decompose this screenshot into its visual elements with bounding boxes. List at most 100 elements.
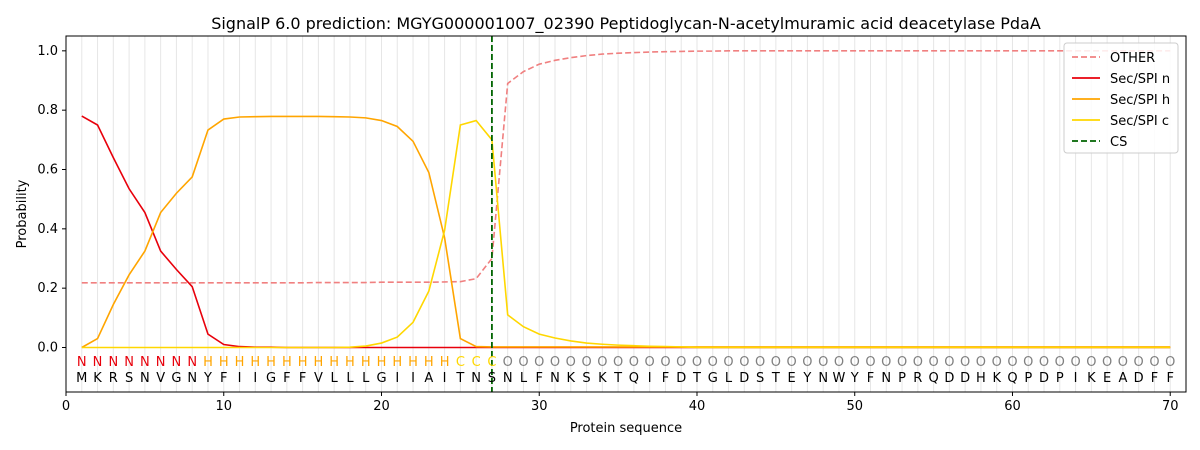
region-label: C — [487, 355, 496, 370]
region-label: H — [440, 355, 450, 370]
residue-label: F — [1166, 371, 1173, 386]
residue-label: N — [818, 371, 828, 386]
region-label: O — [976, 355, 986, 370]
residue-label: Y — [850, 371, 859, 386]
region-label: H — [266, 355, 276, 370]
region-label: O — [802, 355, 812, 370]
legend-label: Sec/SPI h — [1110, 93, 1170, 108]
region-label: O — [960, 355, 970, 370]
region-label: O — [1134, 355, 1144, 370]
y-tick-label: 1.0 — [37, 44, 58, 59]
region-label: O — [566, 355, 576, 370]
region-label: O — [1070, 355, 1080, 370]
residue-label: N — [187, 371, 197, 386]
residue-label: G — [708, 371, 718, 386]
residue-label: S — [582, 371, 590, 386]
residue-label: D — [676, 371, 686, 386]
region-label: O — [771, 355, 781, 370]
region-label: O — [597, 355, 607, 370]
residue-label: Q — [928, 371, 938, 386]
residue-label: N — [140, 371, 150, 386]
residue-label: N — [471, 371, 481, 386]
region-label: O — [550, 355, 560, 370]
region-label: N — [187, 355, 197, 370]
region-label: C — [456, 355, 465, 370]
y-tick-label: 0.0 — [37, 341, 58, 356]
region-label: O — [660, 355, 670, 370]
residue-label: A — [424, 371, 433, 386]
x-tick-label: 60 — [1004, 399, 1021, 414]
axes: 0 10 20 30 40 50 60 70 0.0 0.2 0.4 0.6 0.8 1.0 — [37, 44, 1178, 414]
residue-label: M — [76, 371, 87, 386]
residue-label: F — [299, 371, 306, 386]
legend-label: CS — [1110, 135, 1127, 150]
x-tick-label: 30 — [531, 399, 548, 414]
residue-label: F — [1151, 371, 1158, 386]
series-line-sec-spi-c — [81, 119, 1171, 349]
residue-label: V — [314, 371, 323, 386]
region-label: H — [392, 355, 402, 370]
residue-label: L — [362, 371, 370, 386]
region-label: O — [1118, 355, 1128, 370]
region-label: N — [140, 355, 150, 370]
series-line-sec-spi-n — [81, 115, 1171, 349]
region-label: O — [708, 355, 718, 370]
region-label: H — [219, 355, 229, 370]
residue-label: N — [503, 371, 513, 386]
region-label: O — [692, 355, 702, 370]
residue-label: L — [725, 371, 733, 386]
residue-label: E — [1103, 371, 1111, 386]
residue-label: T — [613, 371, 622, 386]
residue-label: E — [788, 371, 796, 386]
region-label: O — [881, 355, 891, 370]
region-label: O — [534, 355, 544, 370]
residue-label: I — [1074, 371, 1078, 386]
region-label: O — [629, 355, 639, 370]
residue-label: G — [376, 371, 386, 386]
region-label: N — [172, 355, 182, 370]
residue-label: K — [567, 371, 576, 386]
residue-label: Y — [203, 371, 212, 386]
region-label: O — [1149, 355, 1159, 370]
region-label: H — [377, 355, 387, 370]
legend: OTHER Sec/SPI n Sec/SPI h Sec/SPI c CS — [1063, 42, 1179, 154]
y-tick-label: 0.4 — [37, 222, 58, 237]
region-label: N — [124, 355, 134, 370]
residue-label: F — [535, 371, 542, 386]
region-label: H — [282, 355, 292, 370]
residue-label: D — [944, 371, 954, 386]
region-label: O — [1102, 355, 1112, 370]
region-label: O — [913, 355, 923, 370]
region-label: O — [897, 355, 907, 370]
region-label: C — [472, 355, 481, 370]
residue-label: W — [833, 371, 846, 386]
residue-label: S — [756, 371, 764, 386]
region-label: O — [739, 355, 749, 370]
residue-label: P — [1024, 371, 1032, 386]
series-line-sec-spi-h — [81, 115, 1171, 349]
x-tick-label: 70 — [1162, 399, 1179, 414]
region-label: N — [108, 355, 118, 370]
residue-label: A — [1118, 371, 1127, 386]
residue-label: I — [238, 371, 242, 386]
residue-label: I — [395, 371, 399, 386]
region-label: O — [645, 355, 655, 370]
residue-label: S — [488, 371, 496, 386]
residue-label: D — [960, 371, 970, 386]
residue-label: F — [867, 371, 874, 386]
region-label: O — [787, 355, 797, 370]
residue-label: Y — [802, 371, 811, 386]
region-label: H — [314, 355, 324, 370]
region-label: O — [928, 355, 938, 370]
region-label: N — [77, 355, 87, 370]
region-label: O — [944, 355, 954, 370]
residue-label: P — [1056, 371, 1064, 386]
region-label: O — [1165, 355, 1175, 370]
residue-label: T — [692, 371, 701, 386]
residue-label: I — [253, 371, 257, 386]
residue-label: G — [266, 371, 276, 386]
residue-label: I — [411, 371, 415, 386]
region-label: O — [865, 355, 875, 370]
region-label: H — [408, 355, 418, 370]
region-label: O — [503, 355, 513, 370]
